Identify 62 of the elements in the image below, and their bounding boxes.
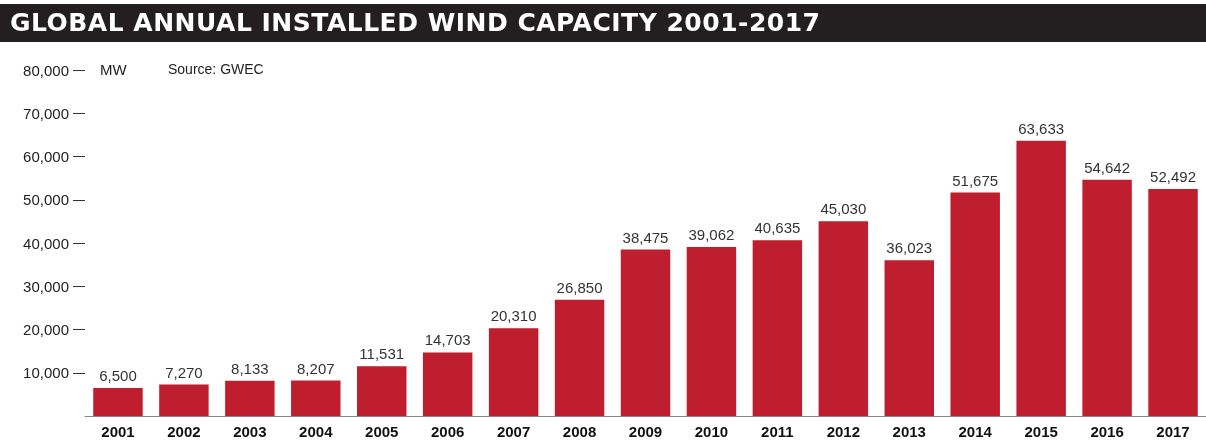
x-tick-label: 2015 xyxy=(1024,423,1058,440)
data-label: 20,310 xyxy=(490,307,537,325)
x-tick-label: 2009 xyxy=(628,423,663,440)
x-tick-label: 2003 xyxy=(233,423,267,440)
data-label: 26,850 xyxy=(556,278,603,296)
bar xyxy=(291,380,341,416)
x-tick-label: 2012 xyxy=(826,423,861,440)
bar xyxy=(620,249,671,416)
bar xyxy=(357,366,407,416)
x-tick-label: 2013 xyxy=(892,423,926,440)
data-label: 8,133 xyxy=(231,359,269,377)
y-tick-label: 60,000 xyxy=(23,148,69,165)
y-tick-label: 50,000 xyxy=(23,191,69,209)
bar xyxy=(950,192,1000,416)
bar xyxy=(422,352,473,416)
bar xyxy=(225,380,275,416)
data-label: 38,475 xyxy=(622,228,669,246)
data-label: 6,500 xyxy=(99,366,137,384)
data-label: 54,642 xyxy=(1084,158,1131,176)
data-label: 39,062 xyxy=(688,226,735,244)
bar xyxy=(752,240,803,416)
data-label: 8,207 xyxy=(297,359,335,377)
x-tick-label: 2011 xyxy=(761,423,794,440)
x-tick-label: 2014 xyxy=(958,423,993,440)
x-tick-label: 2017 xyxy=(1156,423,1190,440)
data-label: 36,023 xyxy=(886,239,933,257)
chart-title: GLOBAL ANNUAL INSTALLED WIND CAPACITY 2001-2017 xyxy=(0,4,1206,42)
bar xyxy=(93,387,143,416)
x-tick-label: 2010 xyxy=(694,423,729,440)
data-label: 40,635 xyxy=(754,219,801,237)
y-tick-label: 70,000 xyxy=(23,104,69,122)
bar xyxy=(488,328,539,416)
x-tick-label: 2016 xyxy=(1090,423,1124,440)
x-tick-label: 2004 xyxy=(299,423,334,440)
annotation: Source: GWEC xyxy=(168,61,264,77)
y-axis-title: MW xyxy=(100,61,128,78)
data-label: 11,531 xyxy=(359,345,405,363)
data-label: 7,270 xyxy=(165,363,203,381)
y-tick-label: 30,000 xyxy=(23,277,69,295)
data-label: 63,633 xyxy=(1018,119,1065,137)
x-tick-label: 2007 xyxy=(496,423,531,440)
data-label: 14,703 xyxy=(424,331,471,349)
bar xyxy=(1148,188,1198,416)
bar xyxy=(1082,179,1132,416)
x-tick-label: 2001 xyxy=(101,423,135,440)
bar xyxy=(686,247,737,416)
x-tick-label: 2008 xyxy=(562,423,597,440)
y-tick-label: 80,000 xyxy=(23,61,69,79)
bar xyxy=(554,299,605,416)
data-label: 52,492 xyxy=(1150,167,1196,185)
y-tick-label: 20,000 xyxy=(23,321,69,338)
x-tick-label: 2006 xyxy=(430,423,465,440)
y-tick-label: 40,000 xyxy=(23,234,69,252)
x-tick-label: 2005 xyxy=(365,423,399,440)
bar xyxy=(818,221,869,416)
bar xyxy=(159,384,209,416)
data-label: 51,675 xyxy=(952,171,999,189)
y-tick-label: 10,000 xyxy=(23,364,69,382)
x-tick-label: 2002 xyxy=(167,423,201,440)
data-label: 45,030 xyxy=(820,200,867,218)
bar xyxy=(884,260,934,416)
bar xyxy=(1016,140,1066,416)
